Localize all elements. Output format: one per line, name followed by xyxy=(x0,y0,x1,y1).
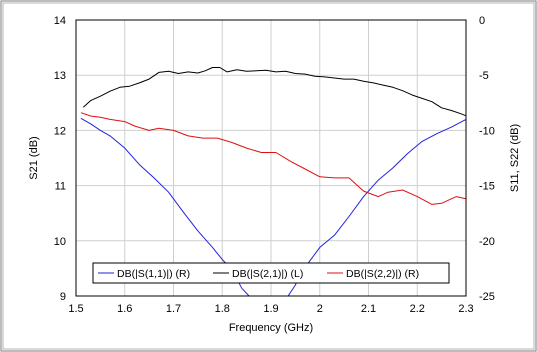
plot-area-border xyxy=(75,19,467,297)
y-left-tick-label: 10 xyxy=(54,236,66,248)
x-tick-label: 1.8 xyxy=(215,303,230,315)
x-tick-label: 2.2 xyxy=(410,303,425,315)
y-left-tick-label: 12 xyxy=(54,125,66,137)
legend-label-s11: DB(|S(1,1)|) (R) xyxy=(117,268,190,280)
y-right-tick-label: -10 xyxy=(479,125,495,137)
x-tick-label: 1.6 xyxy=(117,303,132,315)
series-line-s21 xyxy=(82,67,466,117)
legend-label-s21: DB(|S(2,1)|) (L) xyxy=(232,268,303,280)
series-lines xyxy=(80,67,466,296)
y-left-tick-label: 14 xyxy=(54,15,66,27)
x-tick-label: 1.5 xyxy=(68,303,83,315)
y-right-axis-title: S11, S22 (dB) xyxy=(509,124,521,192)
y-left-tick-label: 11 xyxy=(55,181,66,193)
x-tick-label: 1.9 xyxy=(263,303,278,315)
y-right-tick-label: -5 xyxy=(479,70,489,82)
legend-box xyxy=(92,262,450,284)
y-left-tick-label: 13 xyxy=(54,70,66,82)
x-tick-label: 2.3 xyxy=(458,303,473,315)
x-tick-label: 2.1 xyxy=(361,303,376,315)
series-line-s22 xyxy=(80,112,466,205)
y-right-tick-label: -25 xyxy=(479,291,495,303)
grid-lines xyxy=(76,20,466,296)
legend: DB(|S(1,1)|) (R) DB(|S(2,1)|) (L) DB(|S(… xyxy=(92,262,450,284)
x-tick-label: 1.7 xyxy=(166,303,181,315)
series-line-s11 xyxy=(80,117,466,296)
y-left-tick-label: 9 xyxy=(60,291,66,303)
tick-labels: 1.5 1.6 1.7 1.8 1.9 2 2.1 2.2 2.3 9 10 11 12 13 14 -25 -… xyxy=(54,15,495,315)
x-tick-label: 2 xyxy=(317,303,323,315)
x-axis-title: Frequency (GHz) xyxy=(229,322,313,334)
y-right-tick-label: 0 xyxy=(479,15,485,27)
y-left-axis-title: S21 (dB) xyxy=(28,136,40,179)
legend-label-s22: DB(|S(2,2)|) (R) xyxy=(346,268,419,280)
y-right-tick-label: -15 xyxy=(479,181,495,193)
y-right-tick-label: -20 xyxy=(479,236,495,248)
